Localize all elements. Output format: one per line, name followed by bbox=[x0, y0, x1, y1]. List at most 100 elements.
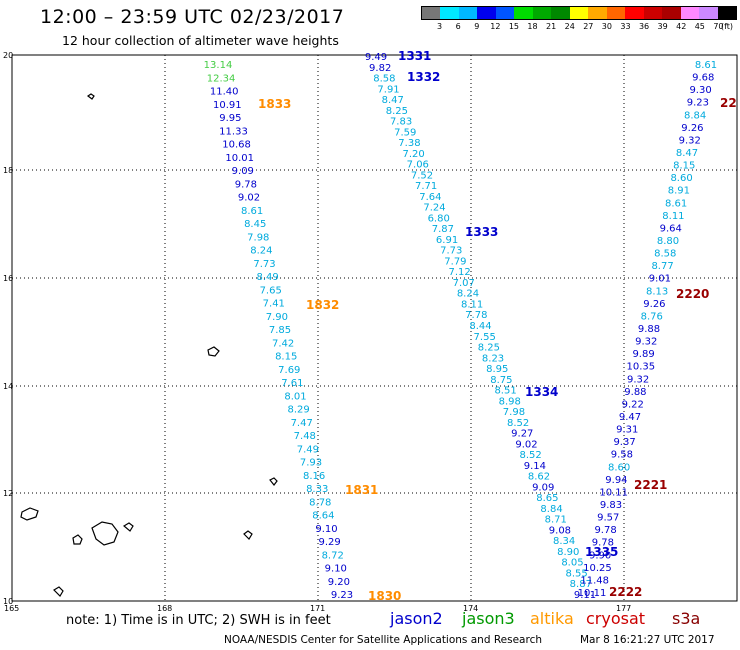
swh-value: 8.44 bbox=[469, 321, 491, 332]
swh-value: 11.40 bbox=[210, 87, 239, 98]
swh-value: 9.83 bbox=[600, 500, 622, 511]
swh-value: 7.41 bbox=[263, 299, 285, 310]
pass-labels: 1833183218311830133113321333133413352222… bbox=[258, 49, 737, 603]
color-scale-label: 24 bbox=[564, 22, 575, 31]
swh-value: 9.68 bbox=[692, 73, 714, 84]
pass-label: 2221 bbox=[634, 478, 667, 492]
swh-value: 7.64 bbox=[419, 192, 441, 203]
swh-value: 8.47 bbox=[676, 148, 698, 159]
swh-value: 8.61 bbox=[665, 198, 687, 209]
color-swatch bbox=[662, 7, 681, 19]
swh-value: 8.61 bbox=[241, 206, 263, 217]
color-scale-label: 70 bbox=[713, 22, 724, 31]
swh-value: 8.52 bbox=[507, 418, 529, 429]
swh-value: 13.14 bbox=[204, 60, 233, 71]
swh-value: 9.58 bbox=[611, 450, 633, 461]
swh-value: 8.51 bbox=[494, 386, 516, 397]
swh-value: 8.47 bbox=[382, 95, 404, 106]
swh-value: 9.10 bbox=[315, 524, 337, 535]
swh-value: 8.61 bbox=[695, 60, 717, 71]
swh-value: 7.90 bbox=[266, 312, 288, 323]
swh-value: 8.01 bbox=[284, 391, 306, 402]
color-scale-label: 12 bbox=[490, 22, 501, 31]
swh-value: 9.09 bbox=[532, 482, 554, 493]
swh-value: 8.11 bbox=[662, 211, 684, 222]
swh-value: 8.75 bbox=[490, 375, 512, 386]
color-scale-bar bbox=[421, 6, 737, 20]
swh-value: 8.60 bbox=[670, 173, 692, 184]
swh-value: 8.13 bbox=[646, 286, 668, 297]
swh-value: 7.38 bbox=[398, 138, 420, 149]
swh-value: 12.34 bbox=[207, 73, 236, 84]
color-swatch bbox=[588, 7, 607, 19]
swh-value: 10.25 bbox=[583, 563, 612, 574]
color-scale-label: 9 bbox=[474, 22, 480, 31]
swh-value: 7.98 bbox=[503, 407, 525, 418]
pass-label: 1831 bbox=[345, 483, 378, 497]
swh-value: 8.64 bbox=[312, 511, 334, 522]
island-outline bbox=[72, 534, 83, 545]
color-swatch bbox=[551, 7, 570, 19]
color-scale-label: 42 bbox=[676, 22, 687, 31]
swh-value: 10.11 bbox=[599, 487, 628, 498]
swh-value: 7.93 bbox=[300, 458, 322, 469]
swh-value: 8.90 bbox=[557, 547, 579, 558]
swh-value: 8.62 bbox=[528, 472, 550, 483]
swh-value: 7.42 bbox=[272, 338, 294, 349]
swh-value: 8.71 bbox=[545, 515, 567, 526]
swh-value: 8.25 bbox=[386, 106, 408, 117]
pass-label: 1833 bbox=[258, 97, 291, 111]
pass-label: 1832 bbox=[306, 298, 339, 312]
color-swatch bbox=[680, 7, 700, 19]
pass-label: 1830 bbox=[368, 589, 401, 603]
lat-label: 20 bbox=[3, 51, 13, 60]
lat-label: 10 bbox=[3, 597, 13, 606]
swh-value: 8.24 bbox=[457, 289, 479, 300]
swh-value: 9.30 bbox=[689, 85, 711, 96]
swh-value: 10.91 bbox=[213, 100, 242, 111]
swh-value: 9.47 bbox=[619, 412, 641, 423]
swh-value: 9.32 bbox=[679, 135, 701, 146]
lat-label: 16 bbox=[3, 274, 13, 283]
island-outline bbox=[207, 346, 220, 357]
color-swatch bbox=[422, 7, 441, 19]
pass-label: 1335 bbox=[585, 545, 618, 559]
swh-value: 7.73 bbox=[253, 259, 275, 270]
swh-value: 9.32 bbox=[635, 337, 657, 348]
lon-label: 168 bbox=[157, 604, 172, 613]
color-scale-labels: 3 6 9 12 15 18 21 24 27 30 33 36 39 42 45 70 (ft) bbox=[421, 22, 737, 34]
island-outline bbox=[122, 522, 134, 532]
pass-label: 22 bbox=[720, 96, 737, 110]
color-swatch bbox=[606, 7, 626, 19]
swh-value: 9.78 bbox=[235, 179, 257, 190]
swh-value: 9.02 bbox=[515, 439, 537, 450]
swh-value: 8.29 bbox=[287, 405, 309, 416]
island-outline bbox=[86, 93, 95, 100]
color-swatch bbox=[495, 7, 515, 19]
swh-value: 10.11 bbox=[578, 588, 607, 599]
swh-value: 7.79 bbox=[444, 256, 466, 267]
satellite-legend-cryosat: cryosat bbox=[586, 609, 646, 628]
swh-value: 9.11 bbox=[574, 590, 596, 601]
island-outline bbox=[91, 521, 119, 546]
swh-value: 9.22 bbox=[622, 399, 644, 410]
swh-value: 9.90 bbox=[589, 550, 611, 561]
swh-value: 9.23 bbox=[687, 98, 709, 109]
swh-value: 10.35 bbox=[627, 362, 656, 373]
swh-value: 7.47 bbox=[291, 418, 313, 429]
swh-value: 7.20 bbox=[402, 149, 424, 160]
color-swatch bbox=[569, 7, 589, 19]
pass-label: 1331 bbox=[398, 49, 431, 63]
color-scale-label: 3 bbox=[437, 22, 443, 31]
swh-value: 7.24 bbox=[423, 203, 445, 214]
lat-label: 14 bbox=[3, 382, 13, 391]
swh-value: 8.60 bbox=[608, 462, 630, 473]
swh-value: 8.34 bbox=[553, 536, 575, 547]
satellite-legend-jason2: jason2 bbox=[390, 609, 443, 628]
swh-value: 8.11 bbox=[461, 299, 483, 310]
color-scale-unit: (ft) bbox=[720, 22, 734, 31]
swh-value: 8.87 bbox=[570, 579, 592, 590]
swh-value: 8.15 bbox=[673, 161, 695, 172]
